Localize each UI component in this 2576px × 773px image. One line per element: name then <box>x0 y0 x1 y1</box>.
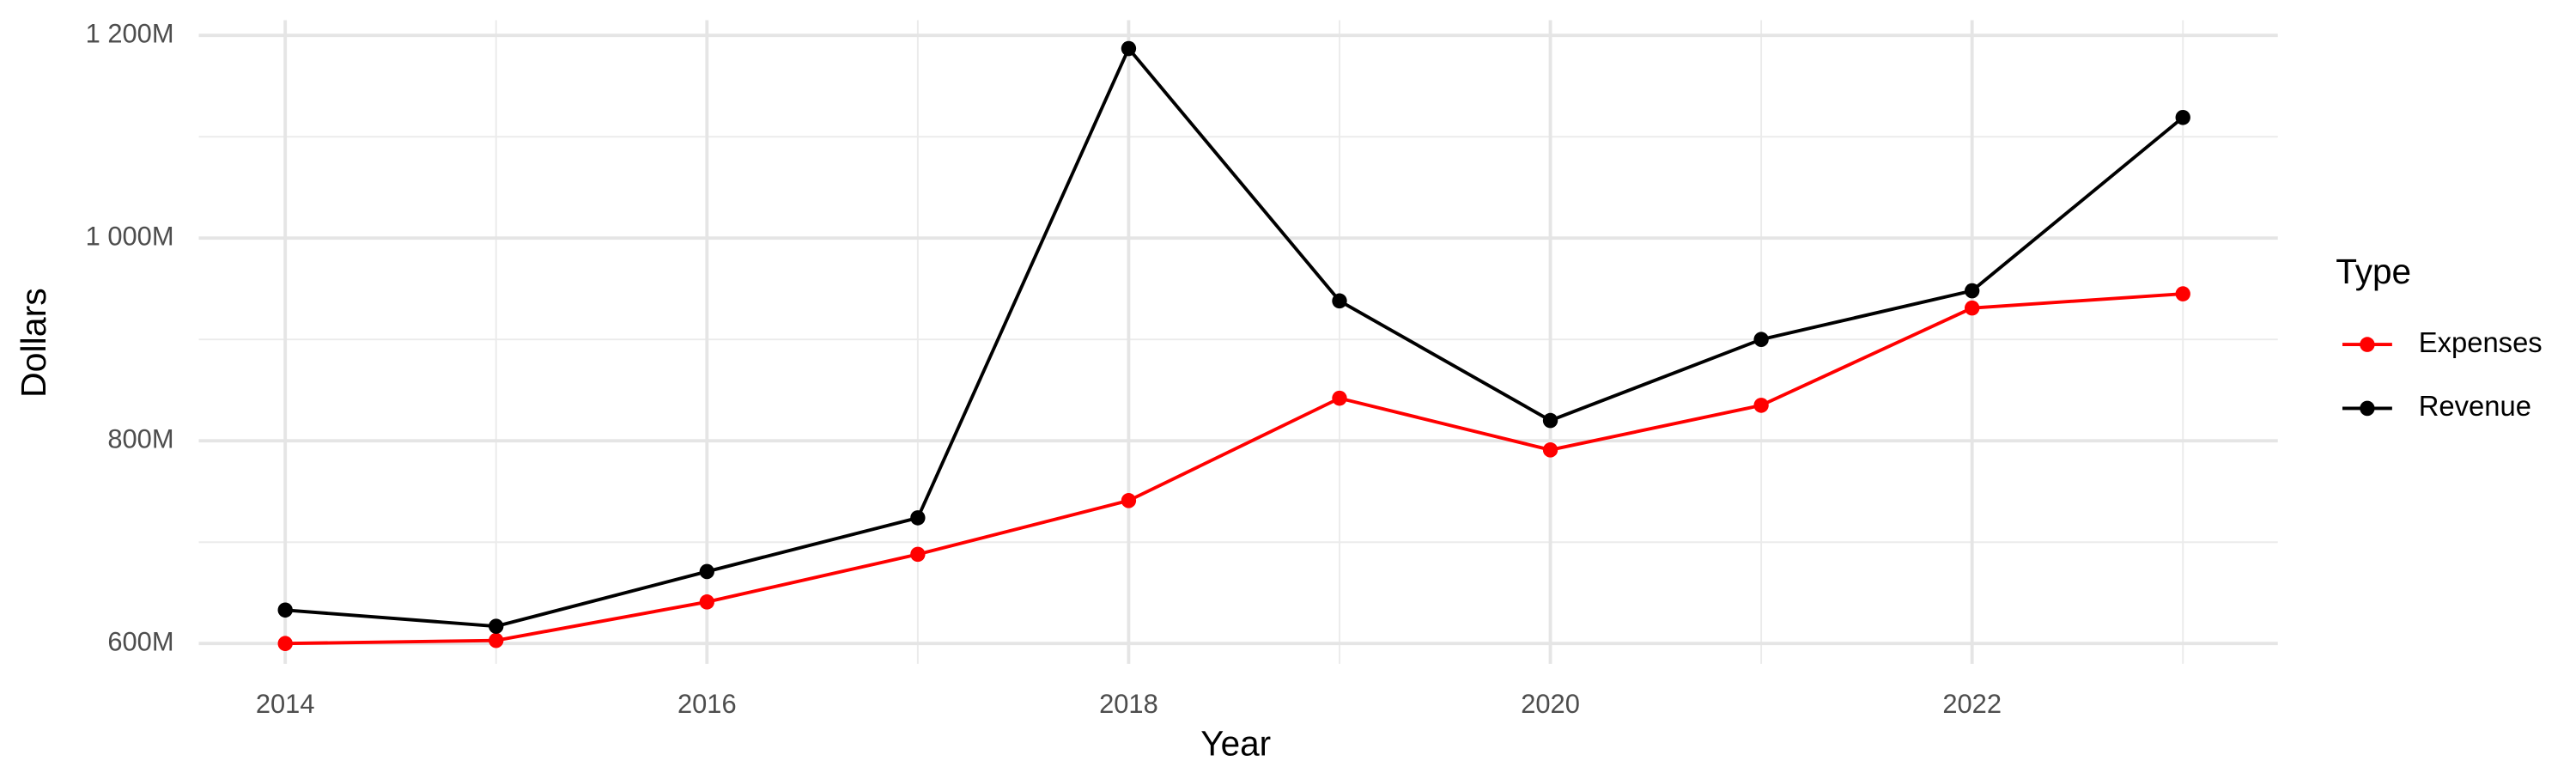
data-point <box>489 618 504 634</box>
y-tick-label: 1 200M <box>86 18 174 48</box>
data-point <box>1964 300 1980 316</box>
data-point <box>1753 332 1769 348</box>
data-point <box>1121 493 1137 508</box>
legend-label: Revenue <box>2419 390 2531 422</box>
x-axis-title: Year <box>1200 723 1271 763</box>
y-axis-title: Dollars <box>14 288 53 398</box>
legend-key-point <box>2360 337 2375 352</box>
data-point <box>2175 109 2190 125</box>
series-line <box>285 45 2184 629</box>
data-point <box>910 546 926 563</box>
x-tick-label: 2016 <box>677 689 737 719</box>
data-point <box>277 636 293 652</box>
x-tick-label: 2014 <box>256 689 315 719</box>
data-point <box>2175 286 2190 301</box>
data-point <box>277 602 293 618</box>
legend-key-point <box>2360 400 2375 417</box>
legend-label: Expenses <box>2419 326 2543 358</box>
data-point <box>1332 293 1347 309</box>
data-point <box>1121 40 1137 57</box>
x-tick-label: 2020 <box>1521 689 1580 719</box>
data-point <box>1964 283 1980 299</box>
legend-title: Type <box>2336 252 2411 291</box>
data-point <box>699 594 714 610</box>
y-tick-label: 1 000M <box>86 221 174 251</box>
data-point <box>910 510 926 526</box>
data-point <box>699 563 714 580</box>
x-tick-label: 2022 <box>1942 689 2002 719</box>
data-point <box>1542 412 1558 429</box>
data-point <box>1332 390 1347 406</box>
x-tick-label: 2018 <box>1099 689 1158 719</box>
data-point <box>1753 398 1769 413</box>
data-point <box>1542 442 1558 458</box>
y-tick-label: 800M <box>107 423 173 453</box>
y-tick-label: 600M <box>107 626 173 656</box>
data-point <box>489 632 504 648</box>
series-line <box>285 292 2184 646</box>
